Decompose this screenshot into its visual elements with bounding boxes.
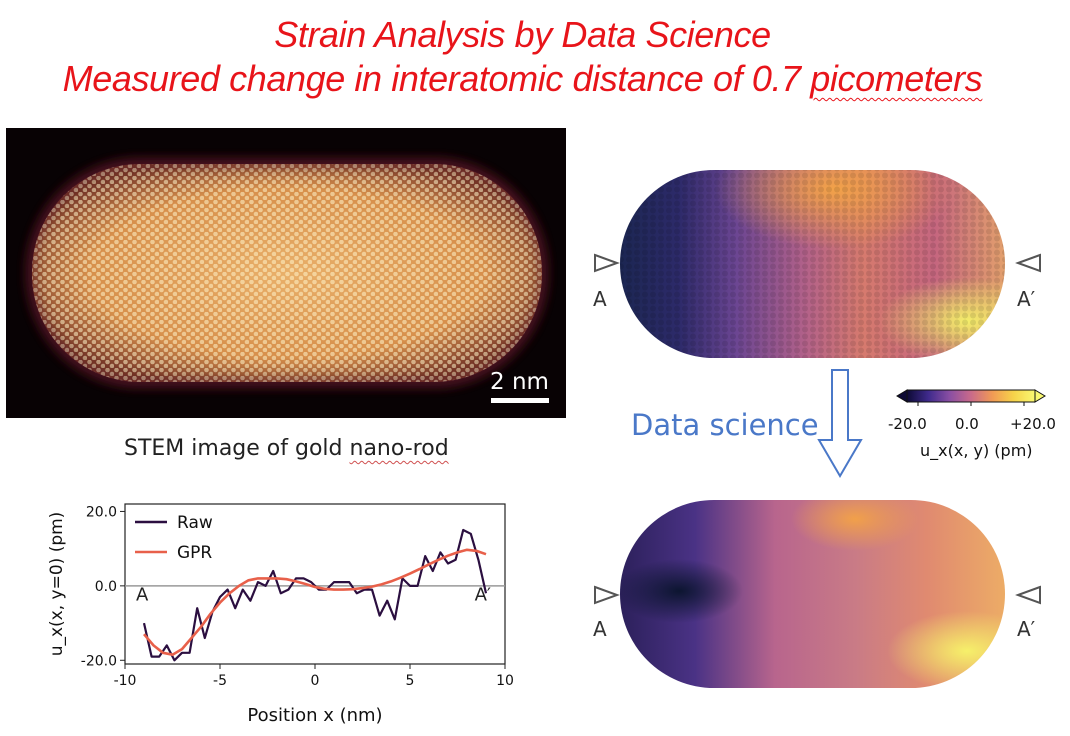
displacement-line-plot: -10 -5 0 5 10 20.0 0.0 -20.0 Position x (nm) u_x(… — [47, 503, 514, 726]
stem-image — [6, 128, 566, 418]
x-tick-label: -10 — [114, 673, 137, 689]
marker-a-prime-triangle — [1015, 585, 1041, 605]
legend-label-gpr: GPR — [177, 543, 212, 563]
marker-a-triangle — [594, 585, 620, 605]
gpr-strain-map — [594, 500, 1041, 688]
down-arrow-icon — [817, 369, 863, 478]
colorbar-tick-max: +20.0 — [1010, 415, 1056, 433]
scale-bar — [491, 398, 549, 403]
x-tick-label: 5 — [406, 673, 415, 689]
plot-frame — [124, 503, 506, 665]
x-tick-label: 0 — [311, 673, 320, 689]
map2-label-a: A — [593, 617, 607, 641]
y-tick-label: 0.0 — [95, 579, 117, 595]
colorbar-label: u_x(x, y) (pm) — [920, 441, 1033, 460]
marker-a-prime-triangle — [1015, 253, 1041, 273]
raw-strain-map — [594, 170, 1041, 358]
annotation-a-prime: A′ — [475, 585, 491, 606]
colorbar-tick-min: -20.0 — [888, 415, 927, 433]
x-axis-label: Position x (nm) — [247, 705, 382, 726]
map2-label-a-prime: A′ — [1017, 617, 1036, 641]
stem-caption-word: nano-rod — [349, 436, 449, 461]
stem-caption: STEM image of gold nano-rod — [124, 436, 449, 461]
x-tick-label: -5 — [213, 673, 227, 689]
y-tick-label: -20.0 — [81, 653, 117, 669]
annotation-a: A — [136, 585, 149, 606]
map1-label-a: A — [593, 287, 607, 311]
y-axis-label: u_x(x, y=0) (pm) — [47, 512, 67, 657]
x-tick-label: 10 — [496, 673, 514, 689]
slide-title-line2: Measured change in interatomic distance … — [0, 58, 1045, 100]
slide-title-line1: Strain Analysis by Data Science — [274, 14, 771, 55]
marker-a-triangle — [594, 253, 620, 273]
stem-caption-text: STEM image of gold — [124, 436, 350, 461]
legend-label-raw: Raw — [177, 513, 213, 533]
scale-bar-label: 2 nm — [490, 369, 549, 395]
title-unit-word: picometers — [810, 58, 983, 99]
map1-label-a-prime: A′ — [1017, 287, 1036, 311]
colorbar — [896, 389, 1046, 406]
colorbar-tick-mid: 0.0 — [955, 415, 979, 433]
series-line-gpr — [143, 548, 487, 656]
y-tick-label: 20.0 — [86, 504, 117, 520]
title-line2-text: Measured change in interatomic distance … — [62, 58, 811, 99]
data-science-label: Data science — [631, 408, 819, 442]
